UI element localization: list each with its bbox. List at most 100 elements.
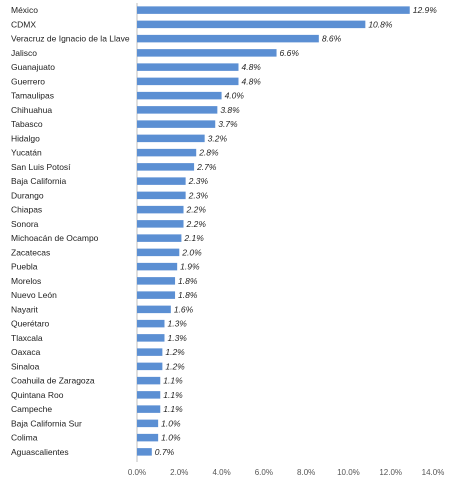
category-label: CDMX (11, 19, 36, 29)
bar (137, 205, 184, 214)
bar (137, 63, 239, 71)
category-label: Michoacán de Ocampo (11, 233, 99, 243)
bar (137, 220, 184, 228)
category-label: Coahuila de Zaragoza (11, 376, 95, 386)
bar (137, 6, 410, 14)
value-label: 3.2% (208, 133, 228, 143)
category-label: Nuevo León (11, 290, 57, 300)
value-label: 1.9% (180, 262, 200, 272)
value-label: 2.3% (188, 176, 209, 186)
value-label: 4.8% (241, 76, 261, 86)
category-label: Sonora (11, 219, 39, 229)
value-label: 0.7% (155, 447, 175, 457)
x-tick-label: 6.0% (255, 468, 273, 477)
category-label: Tlaxcala (11, 333, 43, 343)
value-label: 2.7% (196, 162, 217, 172)
bar (137, 163, 195, 171)
bar (137, 91, 222, 100)
x-tick-label: 0.0% (128, 468, 146, 477)
category-label: Quintana Roo (11, 390, 64, 400)
value-label: 1.0% (161, 418, 181, 428)
category-label: México (11, 5, 38, 15)
value-label: 4.8% (241, 62, 261, 72)
category-label: Campeche (11, 404, 52, 414)
category-label: Durango (11, 190, 44, 200)
x-tick-label: 8.0% (297, 468, 315, 477)
bar (137, 248, 180, 257)
x-tick-label: 12.0% (379, 468, 402, 477)
bar (137, 148, 197, 157)
category-label: Jalisco (11, 48, 37, 58)
category-label: Guanajuato (11, 62, 55, 72)
value-label: 1.2% (165, 347, 185, 357)
category-label: Baja California (11, 176, 67, 186)
category-label: Oaxaca (11, 347, 41, 357)
value-label: 2.0% (181, 247, 202, 257)
category-label: Morelos (11, 276, 41, 286)
value-label: 2.1% (183, 233, 204, 243)
category-label: San Luis Potosí (11, 162, 71, 172)
category-label: Colima (11, 433, 38, 443)
bar (137, 291, 176, 299)
value-label: 1.1% (163, 390, 183, 400)
bar (137, 34, 319, 43)
bar (137, 262, 178, 271)
bar (137, 391, 161, 399)
value-label: 3.8% (220, 105, 240, 115)
bar (137, 319, 165, 328)
value-label: 1.1% (163, 376, 183, 386)
category-label: Zacatecas (11, 247, 50, 257)
bar (137, 433, 159, 442)
category-label: Nayarit (11, 304, 39, 314)
bar (137, 234, 182, 242)
value-label: 1.1% (163, 404, 183, 414)
value-label: 1.3% (167, 319, 187, 329)
bar (137, 305, 171, 314)
category-label: Baja California Sur (11, 418, 82, 428)
value-label: 8.6% (322, 34, 342, 44)
value-label: 2.2% (186, 219, 207, 229)
bar (137, 376, 161, 385)
category-label: Tamaulipas (11, 91, 54, 101)
bar (137, 134, 205, 143)
category-labels: México CDMX Veracruz de Ignacio de la Llav… (11, 5, 130, 457)
category-label: Yucatán (11, 148, 42, 158)
bar (137, 405, 161, 413)
value-label: 1.6% (174, 304, 194, 314)
bar (137, 348, 163, 356)
value-label: 2.2% (186, 205, 207, 215)
value-label: 2.3% (188, 190, 209, 200)
value-label: 2.8% (198, 148, 219, 158)
category-label: Sinaloa (11, 361, 40, 371)
category-label: Guerrero (11, 76, 45, 86)
category-label: Puebla (11, 262, 38, 272)
value-label: 1.8% (178, 276, 198, 286)
bars-group (137, 6, 410, 456)
x-tick-label: 4.0% (212, 468, 230, 477)
value-label: 1.0% (161, 433, 181, 443)
category-label: Aguascalientes (11, 447, 69, 457)
bar (137, 448, 152, 456)
category-label: Chiapas (11, 205, 42, 215)
x-tick-label: 2.0% (170, 468, 188, 477)
bar (137, 277, 176, 285)
bar (137, 334, 165, 342)
value-label: 1.8% (178, 290, 198, 300)
bar (137, 77, 239, 86)
value-label: 3.7% (218, 119, 238, 129)
value-label: 6.6% (280, 48, 300, 58)
x-tick-label: 10.0% (337, 468, 360, 477)
value-label: 4.0% (225, 91, 245, 101)
category-label: Veracruz de Ignacio de la Llave (11, 34, 130, 44)
value-labels: 12.9% 10.8% 8.6% 6.6% 4.8% 4.8% 4.0% 3.8% 3.7% 3.… (155, 5, 437, 457)
category-label: Tabasco (11, 119, 43, 129)
bar (137, 106, 218, 114)
bar (137, 177, 186, 185)
category-label: Hidalgo (11, 133, 40, 143)
bar (137, 419, 159, 428)
value-label: 1.3% (167, 333, 187, 343)
category-label: Querétaro (11, 319, 50, 329)
bar (137, 120, 216, 128)
value-label: 1.2% (165, 361, 185, 371)
